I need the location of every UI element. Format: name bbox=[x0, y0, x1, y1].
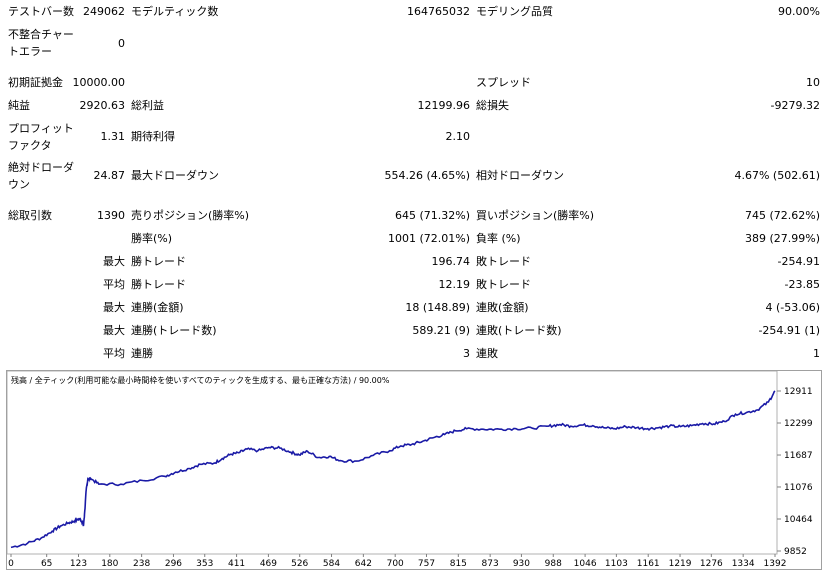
x-tick-label: 988 bbox=[545, 559, 562, 569]
x-tick-label: 1161 bbox=[637, 559, 660, 569]
bars-label: テストバー数 bbox=[8, 5, 74, 18]
pf-label: プロフィットファクタ bbox=[8, 122, 74, 152]
consec-loss-count-value: -254.91 (1) bbox=[758, 324, 820, 337]
avg-consec-loss-label: 連敗 bbox=[476, 347, 498, 360]
mismatch-label: 不整合チャートエラー bbox=[8, 28, 74, 58]
gross-loss-value: -9279.32 bbox=[770, 99, 820, 112]
x-tick-label: 0 bbox=[8, 559, 14, 569]
net-label: 純益 bbox=[8, 99, 30, 112]
x-tick-label: 700 bbox=[387, 559, 404, 569]
balance-chart: 残高 / 全ティック(利用可能な最小時間枠を使いすべてのティックを生成する、最も… bbox=[6, 370, 822, 570]
avg-consec-win-label: 連勝 bbox=[131, 347, 153, 360]
balance-line bbox=[10, 390, 776, 549]
loss-rate-value: 389 (27.99%) bbox=[744, 232, 820, 245]
expected-label: 期待利得 bbox=[131, 130, 175, 143]
avg-label: 平均 bbox=[103, 278, 125, 291]
consec-loss-money-label: 連敗(金額) bbox=[476, 301, 529, 314]
avg-loss-label: 敗トレード bbox=[476, 278, 531, 291]
max-loss-label: 敗トレード bbox=[476, 255, 531, 268]
avg-consec-win-value: 3 bbox=[463, 347, 470, 360]
avg-label-2: 平均 bbox=[103, 347, 125, 360]
x-tick-label: 353 bbox=[196, 559, 213, 569]
x-tick-label: 584 bbox=[323, 559, 340, 569]
loss-rate-label: 負率 (%) bbox=[476, 232, 521, 245]
avg-win-value: 12.19 bbox=[438, 278, 471, 291]
y-tick-label: 11076 bbox=[784, 483, 813, 493]
deposit-label: 初期証拠金 bbox=[8, 76, 63, 89]
abs-dd-value: 24.87 bbox=[93, 169, 126, 182]
consec-loss-money-value: 4 (-53.06) bbox=[765, 301, 820, 314]
x-tick-label: 930 bbox=[513, 559, 530, 569]
x-tick-label: 65 bbox=[41, 559, 52, 569]
consec-loss-count-label: 連敗(トレード数) bbox=[476, 324, 562, 337]
avg-win-label: 勝トレード bbox=[131, 278, 186, 291]
gross-profit-value: 12199.96 bbox=[417, 99, 471, 112]
total-trades-label: 総取引数 bbox=[8, 209, 52, 222]
x-tick-label: 757 bbox=[418, 559, 435, 569]
y-tick-label: 12299 bbox=[784, 419, 813, 429]
rel-dd-label: 相対ドローダウン bbox=[476, 169, 564, 182]
balance-chart-svg: 残高 / 全ティック(利用可能な最小時間枠を使いすべてのティックを生成する、最も… bbox=[7, 371, 813, 569]
spread-label: スプレッド bbox=[476, 76, 531, 89]
max-win-value: 196.74 bbox=[431, 255, 471, 268]
max-dd-value: 554.26 (4.65%) bbox=[384, 169, 470, 182]
y-tick-label: 9852 bbox=[784, 547, 807, 557]
y-tick-label: 11687 bbox=[784, 451, 813, 461]
x-tick-label: 873 bbox=[482, 559, 499, 569]
x-tick-label: 123 bbox=[70, 559, 87, 569]
max-dd-label: 最大ドローダウン bbox=[131, 169, 219, 182]
gross-loss-label: 総損失 bbox=[476, 99, 509, 112]
deposit-value: 10000.00 bbox=[72, 76, 126, 89]
max-label-3: 最大 bbox=[103, 324, 125, 337]
long-label: 買いポジション(勝率%) bbox=[476, 209, 595, 222]
x-tick-label: 1103 bbox=[605, 559, 628, 569]
plot-area bbox=[7, 371, 778, 555]
chart-header: 残高 / 全ティック(利用可能な最小時間枠を使いすべてのティックを生成する、最も… bbox=[11, 375, 390, 385]
x-tick-label: 815 bbox=[450, 559, 467, 569]
short-value: 645 (71.32%) bbox=[394, 209, 470, 222]
bars-value: 249062 bbox=[83, 5, 125, 18]
x-tick-label: 296 bbox=[165, 559, 182, 569]
x-tick-label: 238 bbox=[133, 559, 150, 569]
ticks-label: モデルティック数 bbox=[131, 5, 219, 18]
consec-win-count-value: 589.21 (9) bbox=[412, 324, 470, 337]
consec-win-count-label: 連勝(トレード数) bbox=[131, 324, 217, 337]
x-tick-label: 1334 bbox=[732, 559, 755, 569]
x-tick-label: 1046 bbox=[574, 559, 597, 569]
max-win-label: 勝トレード bbox=[131, 255, 186, 268]
net-value: 2920.63 bbox=[79, 99, 126, 112]
win-rate-value: 1001 (72.01%) bbox=[387, 232, 470, 245]
avg-consec-loss-value: 1 bbox=[813, 347, 820, 360]
x-tick-label: 1392 bbox=[764, 559, 787, 569]
quality-value: 90.00% bbox=[778, 5, 820, 18]
ticks-value: 164765032 bbox=[407, 5, 470, 18]
total-trades-value: 1390 bbox=[97, 209, 125, 222]
pf-value: 1.31 bbox=[100, 130, 126, 143]
long-value: 745 (72.62%) bbox=[744, 209, 820, 222]
x-tick-label: 469 bbox=[260, 559, 277, 569]
expected-value: 2.10 bbox=[445, 130, 471, 143]
short-label: 売りポジション(勝率%) bbox=[131, 209, 250, 222]
consec-win-money-label: 連勝(金額) bbox=[131, 301, 184, 314]
max-label: 最大 bbox=[103, 255, 125, 268]
y-tick-label: 10464 bbox=[784, 515, 813, 525]
spread-value: 10 bbox=[806, 76, 820, 89]
x-tick-label: 1276 bbox=[700, 559, 723, 569]
quality-label: モデリング品質 bbox=[476, 5, 553, 18]
consec-win-money-value: 18 (148.89) bbox=[405, 301, 470, 314]
gross-profit-label: 総利益 bbox=[131, 99, 164, 112]
max-loss-value: -254.91 bbox=[777, 255, 820, 268]
x-tick-label: 411 bbox=[228, 559, 245, 569]
abs-dd-label: 絶対ドローダウン bbox=[8, 161, 74, 191]
avg-loss-value: -23.85 bbox=[784, 278, 820, 291]
x-tick-label: 1219 bbox=[669, 559, 692, 569]
x-tick-label: 180 bbox=[101, 559, 118, 569]
x-tick-label: 642 bbox=[355, 559, 372, 569]
win-rate-label: 勝率(%) bbox=[131, 232, 173, 245]
x-tick-label: 526 bbox=[291, 559, 308, 569]
y-tick-label: 12911 bbox=[784, 387, 813, 397]
max-label-2: 最大 bbox=[103, 301, 125, 314]
rel-dd-value: 4.67% (502.61) bbox=[734, 169, 820, 182]
mismatch-value: 0 bbox=[118, 37, 125, 50]
